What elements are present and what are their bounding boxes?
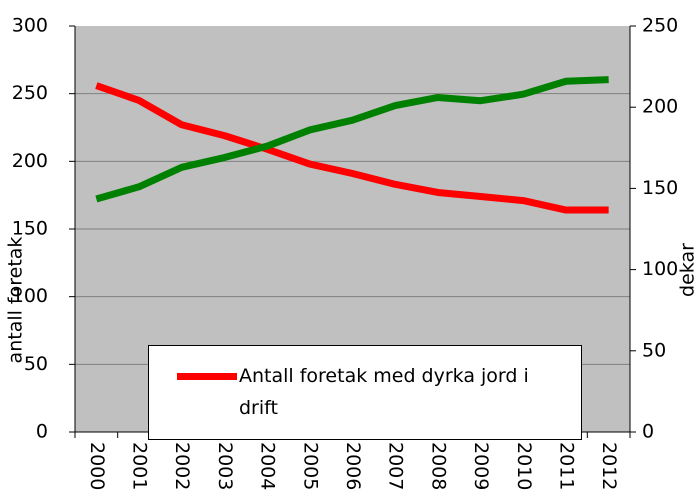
x-tick-label: 2003 bbox=[214, 442, 236, 490]
y-tick-label: 0 bbox=[36, 421, 48, 443]
x-tick-label: 2009 bbox=[470, 442, 492, 490]
x-tick-label: 2002 bbox=[171, 442, 193, 490]
x-tick-label: 2012 bbox=[598, 442, 620, 490]
y-tick-label: 200 bbox=[12, 150, 48, 172]
legend-label: Antall foretak med dyrka jord i drift bbox=[239, 365, 529, 419]
y2-tick-label: 150 bbox=[642, 177, 678, 199]
x-tick-label: 2011 bbox=[555, 442, 577, 490]
series-line bbox=[95, 76, 609, 203]
y2-tick-label: 100 bbox=[642, 258, 678, 280]
x-tick-label: 2006 bbox=[342, 442, 364, 490]
y2-tick-label: 200 bbox=[642, 96, 678, 118]
x-tick-label: 2005 bbox=[299, 442, 321, 490]
y2-axis-label: dekar bbox=[677, 243, 699, 297]
y2-tick-label: 0 bbox=[642, 421, 654, 443]
legend-swatch bbox=[177, 373, 237, 380]
x-tick-label: 2000 bbox=[86, 442, 108, 490]
y-axis-label: antall foretak bbox=[5, 237, 27, 364]
y-tick-label: 250 bbox=[12, 82, 48, 104]
y-tick-label: 300 bbox=[12, 15, 48, 37]
series-line bbox=[95, 82, 609, 214]
x-tick-label: 2004 bbox=[257, 442, 279, 490]
x-tick-label: 2008 bbox=[427, 442, 449, 490]
x-tick-label: 2007 bbox=[385, 442, 407, 490]
x-tick-label: 2010 bbox=[513, 442, 535, 490]
y-tick-label: 100 bbox=[12, 285, 48, 307]
y2-tick-label: 250 bbox=[642, 15, 678, 37]
y-tick-label: 50 bbox=[24, 353, 48, 375]
y2-tick-label: 50 bbox=[642, 339, 666, 361]
y-tick-label: 150 bbox=[12, 218, 48, 240]
x-tick-label: 2001 bbox=[129, 442, 151, 490]
legend: Antall foretak med dyrka jord i drift bbox=[148, 345, 582, 440]
